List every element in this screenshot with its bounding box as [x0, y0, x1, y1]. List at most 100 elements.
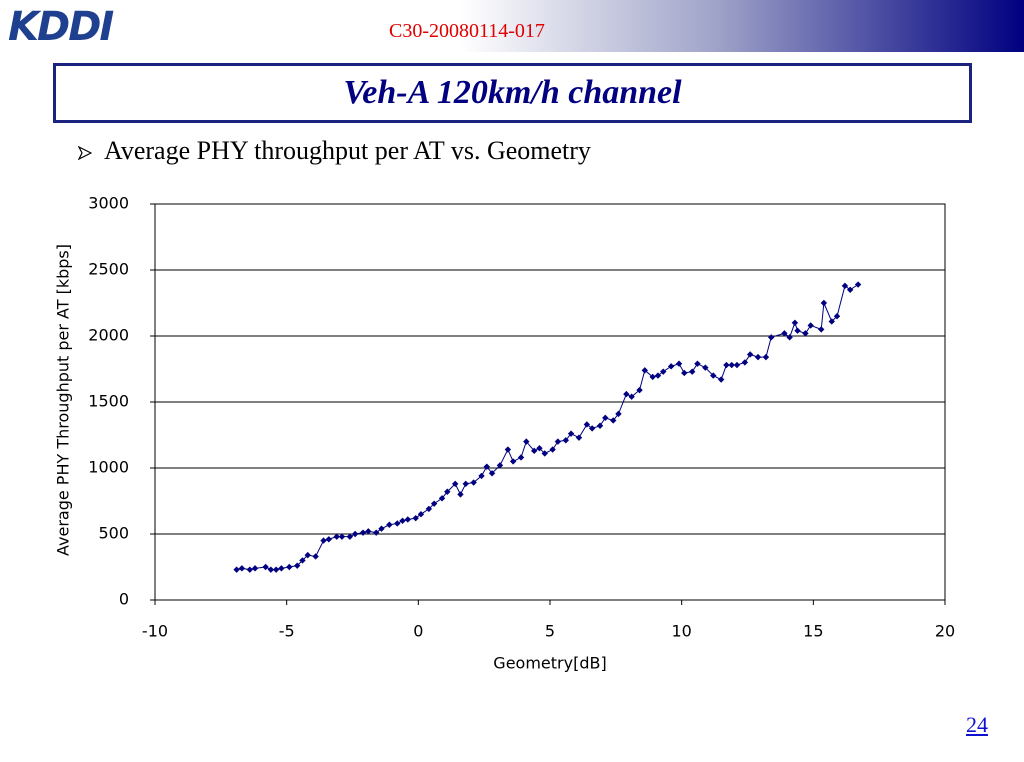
data-point: [462, 480, 469, 488]
data-point: [649, 373, 656, 381]
data-point: [554, 438, 562, 445]
data-point: [246, 566, 253, 573]
data-point: [346, 533, 354, 540]
data-point: [365, 528, 372, 535]
data-point: [654, 372, 662, 379]
data-point: [325, 536, 332, 543]
x-tick-label: -10: [142, 622, 168, 641]
data-point: [854, 281, 862, 288]
data-point: [299, 557, 306, 564]
data-point: [596, 422, 604, 429]
data-point: [517, 454, 525, 461]
title-box: Veh-A 120km/h channel: [53, 63, 972, 123]
data-point: [562, 437, 569, 444]
data-point: [531, 447, 538, 455]
y-tick-label: 2500: [88, 260, 129, 279]
data-point: [667, 363, 675, 370]
data-point: [233, 566, 240, 573]
data-point: [457, 491, 464, 498]
bullet-text: Average PHY throughput per AT vs. Geomet…: [104, 136, 591, 165]
data-point: [602, 414, 609, 422]
x-tick-label: 10: [671, 622, 691, 641]
data-point: [717, 376, 725, 383]
data-point: [681, 369, 688, 377]
data-point: [675, 360, 683, 367]
data-point: [689, 368, 696, 375]
data-point: [710, 372, 717, 379]
data-point: [694, 360, 701, 367]
data-point: [762, 353, 770, 361]
x-axis-label: Geometry[dB]: [493, 654, 606, 673]
page-number[interactable]: 24: [966, 712, 988, 737]
data-point: [847, 286, 854, 293]
data-point: [828, 318, 835, 325]
data-point: [641, 367, 648, 374]
data-point: [610, 417, 617, 424]
data-point: [833, 313, 841, 320]
data-point: [820, 299, 828, 307]
data-point: [583, 421, 591, 428]
data-point: [272, 566, 280, 573]
x-tick-label: 15: [803, 622, 823, 641]
y-tick-label: 3000: [88, 194, 129, 213]
bullet-arrow: [78, 146, 92, 160]
data-point: [452, 480, 459, 488]
logo: KDDI: [8, 4, 114, 50]
data-point: [733, 361, 741, 369]
x-tick-label: 5: [545, 622, 555, 641]
data-point: [262, 563, 269, 571]
data-point: [438, 495, 446, 502]
doc-id: C30-20080114-017: [389, 20, 545, 42]
header-bar: [0, 0, 1024, 52]
data-point: [791, 319, 799, 326]
data-point: [478, 472, 485, 480]
data-point: [470, 479, 477, 486]
data-point: [588, 425, 596, 432]
data-point: [509, 458, 517, 465]
data-point: [404, 516, 411, 523]
data-point: [425, 505, 433, 513]
data-point: [541, 450, 548, 457]
data-point: [351, 530, 359, 538]
data-point: [781, 330, 788, 337]
data-point: [615, 410, 622, 418]
data-point: [786, 334, 793, 341]
y-tick-label: 0: [119, 590, 129, 609]
data-point: [702, 364, 709, 371]
x-tick-label: 0: [413, 622, 423, 641]
data-point: [483, 463, 490, 470]
data-point: [754, 353, 762, 361]
data-point: [636, 386, 643, 394]
data-point: [267, 566, 275, 573]
data-point: [567, 430, 575, 437]
data-point: [807, 322, 814, 329]
data-point: [741, 359, 749, 366]
data-point: [723, 361, 730, 369]
data-point: [536, 445, 543, 452]
data-point: [333, 533, 340, 540]
data-point: [386, 521, 393, 528]
data-point: [488, 470, 496, 477]
y-tick-label: 2000: [88, 326, 129, 345]
data-point: [575, 434, 583, 441]
data-point: [728, 361, 735, 369]
data-point: [794, 327, 801, 334]
data-point: [523, 438, 530, 445]
data-point: [504, 446, 512, 453]
y-tick-label: 1000: [88, 458, 129, 477]
data-point: [802, 330, 809, 337]
data-point: [320, 537, 327, 544]
data-point: [430, 500, 438, 507]
data-point: [444, 488, 451, 495]
x-tick-label: -5: [279, 622, 295, 641]
data-point: [623, 390, 630, 398]
x-tick-label: 20: [935, 622, 955, 641]
data-point: [549, 446, 556, 453]
data-point: [746, 351, 754, 358]
data-point: [841, 282, 849, 290]
data-point: [304, 551, 311, 559]
chart: Average PHY Throughput per AT [kbps] Geo…: [54, 194, 956, 673]
slide-title: Veh-A 120km/h channel: [343, 74, 682, 111]
data-point: [660, 368, 667, 375]
